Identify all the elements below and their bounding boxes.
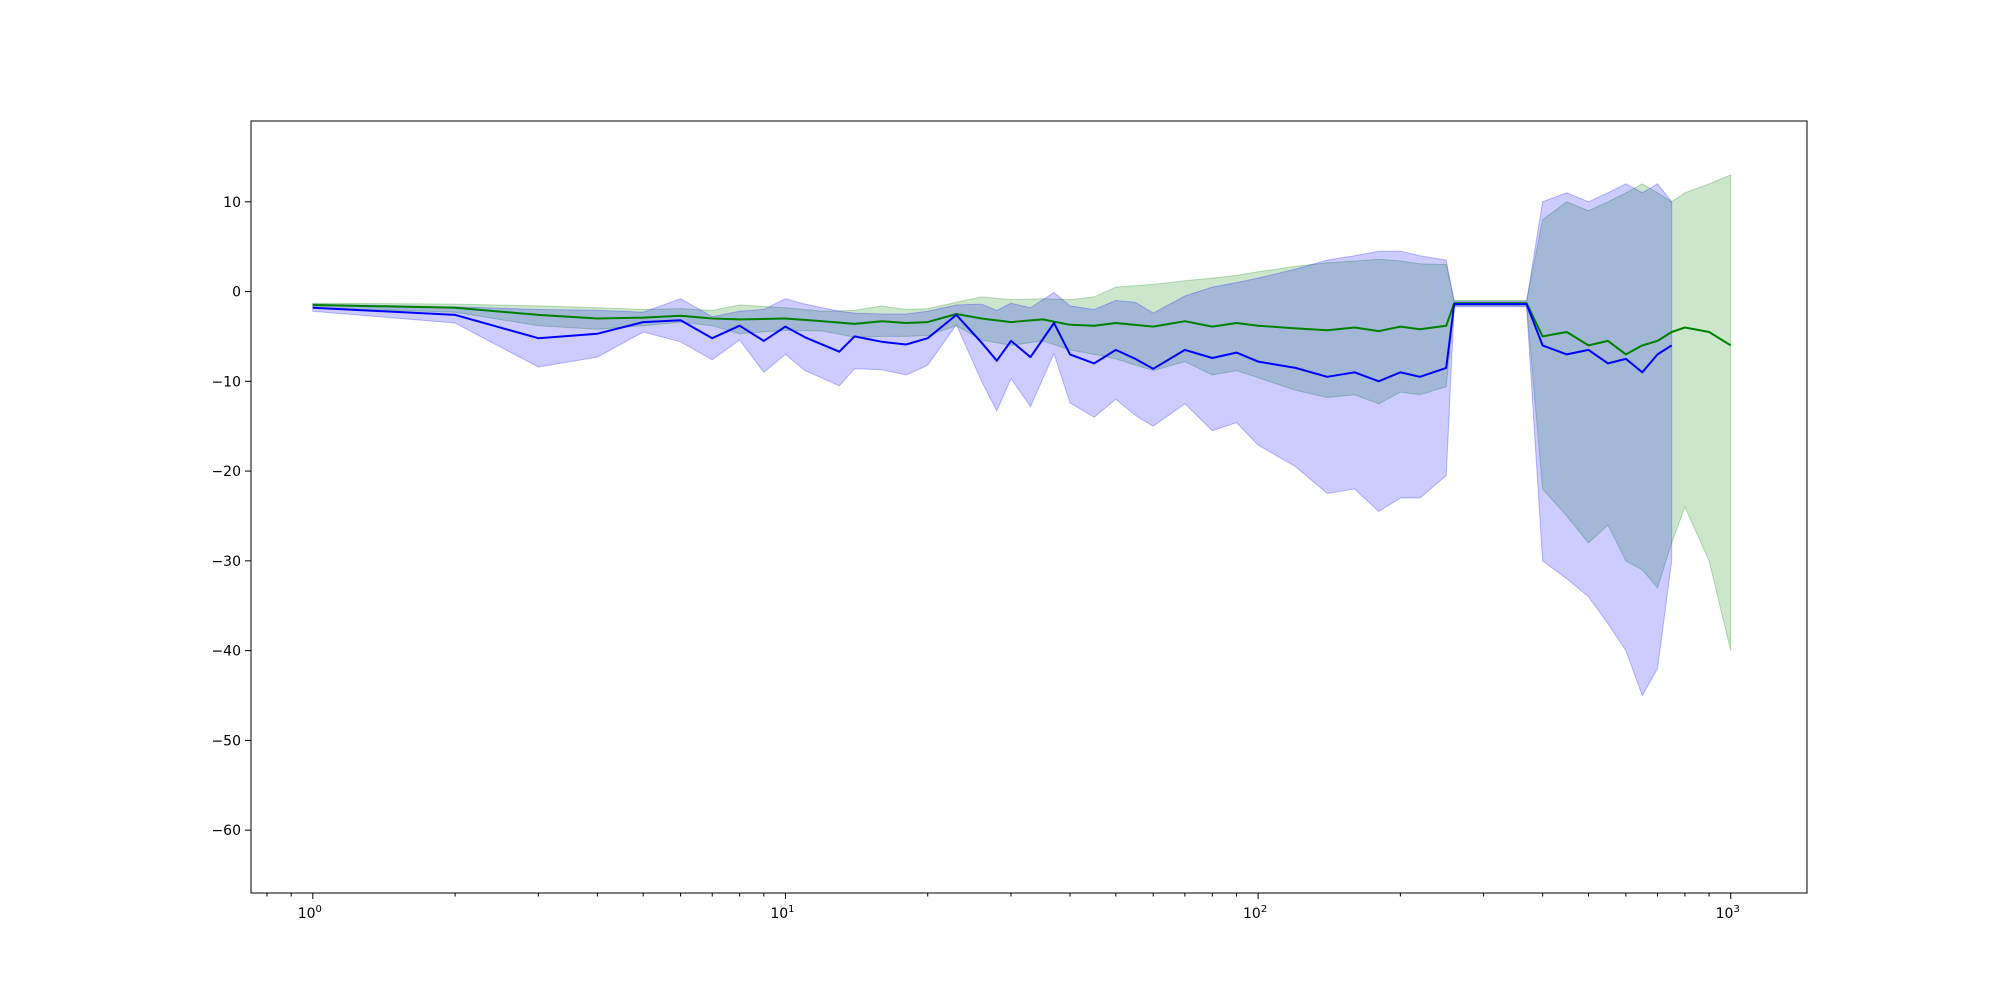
x-tick-label: 100 [298, 904, 322, 922]
series-0-band [312, 174, 1732, 651]
series-0-line [312, 302, 1732, 356]
y-tick-label: −40 [211, 644, 241, 660]
plot-frame [250, 120, 1808, 894]
x-tick-label: 101 [770, 904, 794, 922]
y-tick-label: −50 [211, 733, 241, 749]
series-1-line [312, 303, 1673, 383]
y-tick-label: −10 [211, 374, 241, 390]
x-axis: 100 101 102 103 [266, 893, 1740, 922]
y-tick-label: 10 [223, 195, 241, 211]
y-axis: 10 0 −10 −20 −30 −40 −50 −60 [211, 195, 251, 839]
y-tick-label: 0 [232, 285, 241, 301]
x-tick-label: 102 [1243, 904, 1267, 922]
y-tick-label: −30 [211, 554, 241, 570]
series-1-band [312, 183, 1673, 697]
error-bands [312, 174, 1732, 697]
y-tick-label: −20 [211, 464, 241, 480]
series-lines [312, 302, 1732, 383]
y-tick-label: −60 [211, 823, 241, 839]
x-tick-label: 103 [1716, 904, 1740, 922]
